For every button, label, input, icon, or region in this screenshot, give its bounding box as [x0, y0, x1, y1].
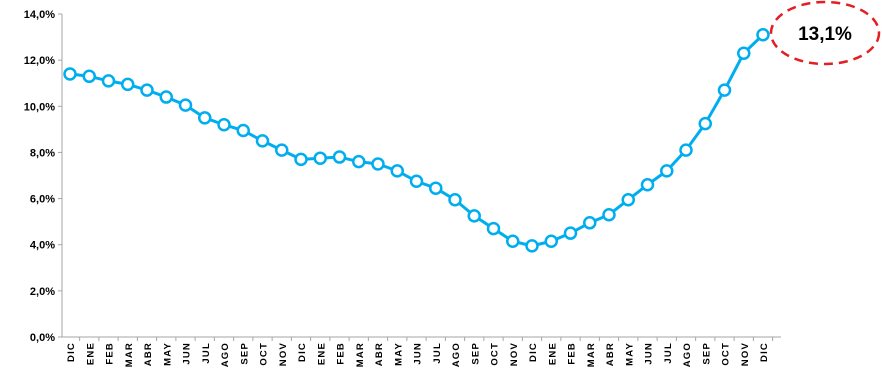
- data-point: [409, 174, 424, 189]
- x-tick-label: AGO: [220, 342, 231, 367]
- data-point: [63, 67, 77, 81]
- x-tick-label: ENE: [85, 342, 96, 365]
- x-tick-label: JUN: [413, 342, 424, 365]
- x-tick-label: MAY: [393, 342, 404, 366]
- data-point: [294, 152, 308, 167]
- data-point: [486, 221, 501, 236]
- data-point: [217, 117, 231, 132]
- data-point: [390, 164, 404, 178]
- x-tick-label: SEP: [470, 342, 481, 365]
- data-point: [563, 226, 578, 240]
- data-point: [159, 90, 173, 104]
- x-tick-label: SEP: [239, 342, 250, 365]
- data-point: [679, 143, 693, 157]
- annotation-callout: 13,1%: [769, 0, 881, 66]
- x-tick-group: DIC ENE FEB MAR ABR MAY JUN JUL AGO SEP OCT NOV DIC E…: [66, 337, 774, 367]
- data-point: [602, 207, 616, 222]
- data-point: [140, 83, 154, 97]
- data-point: [583, 216, 597, 230]
- x-tick-label: OCT: [490, 342, 501, 366]
- x-tick-label: AGO: [451, 342, 462, 367]
- x-tick-label: SEP: [701, 342, 712, 365]
- x-tick-label: FEB: [567, 342, 578, 365]
- data-point: [178, 98, 193, 112]
- data-point: [717, 83, 732, 97]
- data-point: [506, 234, 520, 249]
- x-tick-label: AGO: [682, 342, 693, 367]
- x-tick-label: ENE: [316, 342, 327, 365]
- callout-ellipse: [769, 0, 881, 66]
- y-tick-label: 12,0%: [24, 55, 55, 67]
- x-tick-label: ABR: [143, 342, 154, 366]
- data-point: [448, 192, 462, 207]
- x-tick-label: DIC: [528, 342, 539, 362]
- x-tick-label: MAR: [586, 342, 597, 367]
- x-tick-label: JUN: [644, 342, 655, 365]
- x-tick-label: NOV: [278, 342, 289, 366]
- y-tick-label: 6,0%: [30, 194, 55, 206]
- y-tick-label: 0,0%: [30, 332, 55, 344]
- data-point: [101, 74, 116, 88]
- x-tick-label: JUL: [663, 342, 674, 364]
- series-line: [69, 33, 765, 248]
- x-tick-label: JUN: [182, 342, 193, 365]
- data-point: [236, 123, 250, 138]
- data-point: [698, 116, 712, 131]
- x-tick-label: DIC: [759, 342, 770, 362]
- data-point: [756, 28, 770, 42]
- callout-label: 13,1%: [798, 24, 852, 45]
- y-tick-label: 10,0%: [24, 101, 55, 113]
- x-tick-label: MAR: [355, 342, 366, 367]
- y-tick-group: 0,0% 2,0% 4,0% 6,0% 8,0% 10,0% 12,0% 14,0%: [24, 9, 62, 344]
- data-point: [121, 77, 135, 92]
- y-axis: 0,0% 2,0% 4,0% 6,0% 8,0% 10,0% 12,0% 14,0%: [24, 9, 63, 344]
- data-point: [332, 150, 347, 164]
- x-tick-label: DIC: [297, 342, 308, 362]
- data-point: [275, 143, 289, 157]
- x-tick-label: ENE: [547, 342, 558, 365]
- y-tick-label: 8,0%: [30, 147, 55, 159]
- x-tick-label: JUL: [432, 342, 443, 364]
- data-point: [371, 157, 385, 171]
- x-tick-label: MAR: [124, 342, 135, 367]
- x-tick-label: OCT: [721, 342, 732, 366]
- data-point: [737, 46, 751, 60]
- x-tick-label: NOV: [740, 342, 751, 366]
- x-tick-label: JUL: [201, 342, 212, 364]
- x-tick-label: FEB: [105, 342, 116, 365]
- data-point: [429, 181, 443, 195]
- y-tick-label: 14,0%: [24, 9, 55, 21]
- data-point: [544, 234, 558, 249]
- data-point: [198, 111, 212, 125]
- data-point: [255, 134, 270, 148]
- data-point: [621, 192, 635, 207]
- y-tick-label: 4,0%: [30, 240, 55, 252]
- x-tick-label: ABR: [605, 342, 616, 366]
- data-point: [352, 154, 366, 169]
- data-point: [640, 177, 655, 192]
- data-point: [82, 69, 96, 84]
- x-tick-label: DIC: [66, 342, 77, 362]
- x-tick-label: MAY: [624, 342, 635, 366]
- data-point: [313, 151, 327, 165]
- data-point: [660, 164, 674, 178]
- x-tick-label: NOV: [509, 342, 520, 366]
- y-tick-label: 2,0%: [30, 286, 55, 298]
- x-axis: DIC ENE FEB MAR ABR MAY JUN JUL AGO SEP OCT NOV DIC E…: [62, 336, 781, 367]
- x-tick-label: MAY: [162, 342, 173, 366]
- data-point: [467, 209, 481, 223]
- x-tick-label: FEB: [336, 342, 347, 365]
- series-group: [63, 28, 770, 253]
- x-tick-label: ABR: [374, 342, 385, 366]
- x-tick-label: OCT: [259, 342, 270, 366]
- data-point: [525, 239, 539, 253]
